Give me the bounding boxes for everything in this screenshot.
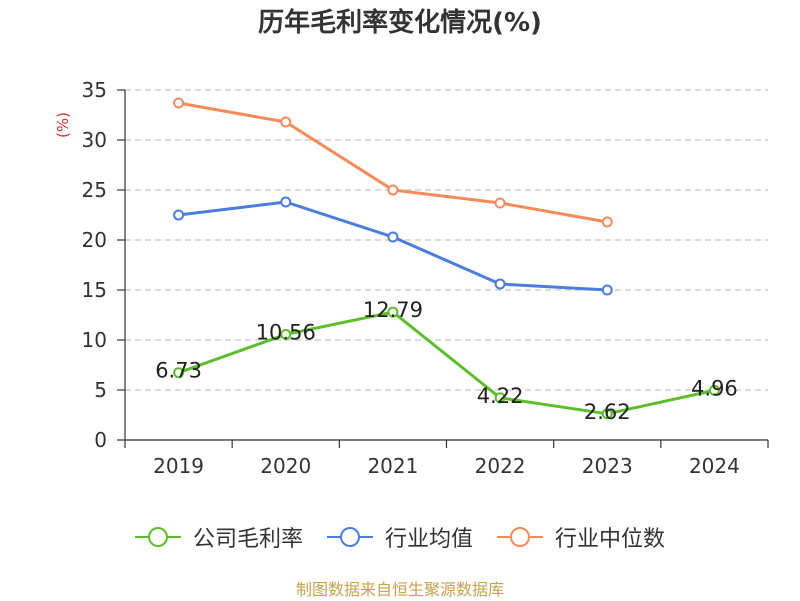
x-axis: 2019 2020 2021 2022 2023 2024: [124, 439, 769, 478]
source-footer: 制图数据来自恒生聚源数据库: [295, 580, 504, 599]
series-line: [178, 310, 715, 416]
data-point: [173, 97, 185, 109]
legend-marker-icon: [326, 527, 373, 547]
legend-marker-icon: [497, 527, 543, 547]
series-2: [173, 97, 613, 228]
x-tick-label: 2021: [367, 454, 418, 478]
legend-marker-circle: [510, 527, 530, 547]
legend: 公司毛利率 行业均值 行业中位数: [0, 519, 800, 555]
data-point: [280, 328, 292, 340]
data-point: [601, 284, 613, 296]
x-tick-label: 2024: [689, 454, 740, 478]
data-label: 4.96: [691, 376, 738, 400]
data-point: [280, 116, 292, 128]
data-label: 4.22: [477, 384, 524, 408]
x-tick-label: 2020: [260, 454, 311, 478]
legend-label: 行业中位数: [555, 527, 666, 552]
y-tick-label: 10: [82, 328, 107, 352]
y-axis: 0 5 10 15 20 25 30 35: [82, 78, 126, 452]
legend-marker-circle: [147, 527, 168, 547]
data-label: 12.79: [363, 298, 423, 322]
gridlines: [125, 89, 768, 391]
x-tick-label: 2022: [475, 454, 526, 478]
legend-label: 公司毛利率: [192, 527, 303, 552]
y-tick-label: 35: [82, 78, 107, 102]
y-tick-label: 25: [82, 178, 107, 202]
y-tick-label: 15: [82, 278, 107, 302]
data-point: [387, 306, 399, 318]
y-tick-label: 20: [82, 228, 107, 252]
legend-label: 行业均值: [384, 527, 473, 552]
y-tick-label: 0: [94, 428, 107, 452]
x-tick-label: 2019: [153, 454, 204, 478]
legend-marker-circle: [339, 527, 360, 547]
legend-item[interactable]: 行业中位数: [497, 521, 665, 553]
data-point: [387, 184, 399, 196]
legend-marker-icon: [134, 527, 181, 547]
data-label: 10.56: [256, 320, 316, 344]
y-axis-label: (%): [54, 112, 72, 138]
data-label: 6.73: [155, 359, 202, 383]
legend-item[interactable]: 行业均值: [326, 521, 473, 553]
data-point: [494, 197, 506, 209]
series-0: 6.73 10.56 12.79 4.22 2.62 4.96: [155, 298, 738, 424]
x-tick-label: 2023: [582, 454, 633, 478]
chart-title: 历年毛利率变化情况(%): [258, 7, 542, 38]
series-layer: 6.73 10.56 12.79 4.22 2.62 4.96: [155, 97, 738, 424]
data-point: [173, 367, 185, 379]
data-point: [387, 231, 399, 243]
data-point: [601, 408, 613, 420]
data-point: [494, 392, 506, 404]
series-line: [178, 101, 608, 224]
series-1: [173, 196, 613, 296]
y-tick-label: 30: [82, 128, 107, 152]
data-label: 2.62: [584, 400, 631, 424]
data-point: [494, 278, 506, 290]
data-point: [601, 216, 613, 228]
data-point: [708, 384, 720, 396]
legend-item[interactable]: 公司毛利率: [134, 521, 303, 553]
data-point: [280, 196, 292, 208]
data-point: [173, 209, 185, 221]
y-tick-label: 5: [94, 378, 107, 402]
series-line: [178, 200, 608, 292]
